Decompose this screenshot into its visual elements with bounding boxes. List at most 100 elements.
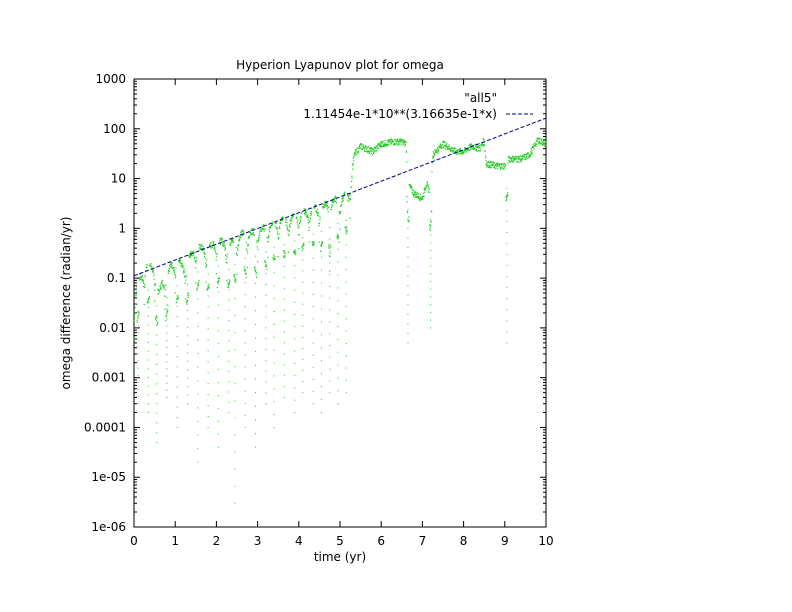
data-point [353, 153, 355, 155]
dip-point [217, 291, 219, 293]
data-point [400, 141, 402, 143]
data-point [280, 220, 282, 222]
data-point [184, 276, 186, 278]
data-point [451, 151, 454, 153]
data-point [198, 247, 201, 249]
data-point [521, 154, 524, 157]
data-point [295, 217, 298, 220]
data-point [232, 238, 234, 240]
dip-point [302, 358, 304, 360]
dip-point [207, 372, 209, 374]
data-point [485, 164, 487, 166]
dip-point [207, 426, 209, 428]
data-point [246, 266, 248, 269]
data-point [282, 250, 284, 252]
dip-point [283, 386, 285, 388]
dip-point [265, 327, 267, 329]
data-point [379, 146, 382, 148]
data-point [374, 150, 376, 152]
data-point [520, 158, 522, 160]
data-point [198, 279, 200, 282]
dip-point [329, 344, 331, 346]
data-point [486, 165, 489, 167]
data-point [299, 222, 301, 224]
data-point [469, 143, 471, 145]
data-point [472, 148, 474, 150]
dip-point [430, 288, 432, 290]
dip-point [337, 326, 339, 328]
data-point [444, 141, 446, 144]
dip-point [273, 426, 275, 428]
data-point [137, 314, 139, 316]
data-point [229, 245, 231, 247]
dip-point [228, 330, 230, 332]
data-point [194, 267, 197, 269]
dip-point [234, 263, 236, 265]
data-point [222, 245, 224, 247]
data-point [197, 287, 199, 289]
dip-point [137, 360, 139, 362]
data-point [220, 243, 222, 246]
dip-point [320, 243, 322, 245]
data-point [476, 150, 478, 152]
data-point [255, 273, 257, 275]
data-point [353, 156, 355, 158]
data-point [217, 281, 219, 284]
data-point [361, 144, 363, 146]
data-point [318, 215, 320, 217]
data-point [187, 296, 189, 299]
data-point [305, 211, 307, 213]
data-point [407, 211, 409, 213]
data-point [273, 258, 275, 260]
dip-point [166, 318, 168, 320]
data-point [455, 150, 457, 152]
data-point [379, 145, 381, 147]
data-point [380, 146, 383, 148]
data-point [484, 155, 487, 157]
data-point [179, 262, 181, 264]
data-point [345, 230, 347, 232]
data-point [233, 276, 236, 278]
data-point [417, 197, 419, 199]
y-tick-label: 0.01 [99, 321, 126, 335]
dip-point [302, 336, 304, 338]
data-point [209, 243, 211, 245]
data-point [517, 161, 519, 163]
dip-point [337, 313, 339, 315]
data-point [171, 262, 173, 264]
data-point [441, 144, 443, 147]
data-point [430, 211, 433, 213]
data-point [355, 149, 358, 151]
dip-point [329, 227, 331, 229]
dip-point [407, 237, 409, 239]
data-point [237, 249, 239, 252]
data-point [157, 289, 159, 291]
data-point [365, 145, 367, 147]
dip-point [187, 309, 189, 311]
dip-point [234, 400, 236, 402]
data-point [370, 147, 372, 149]
data-point [316, 211, 318, 213]
data-point [534, 145, 536, 147]
data-point [417, 196, 419, 198]
data-point [161, 282, 163, 284]
data-point [506, 195, 508, 197]
data-point [483, 138, 485, 140]
dip-point [217, 394, 219, 396]
data-point [481, 144, 483, 146]
data-point [159, 284, 161, 286]
data-point [297, 225, 299, 227]
dip-point [228, 381, 230, 383]
data-point [392, 141, 394, 143]
data-point [200, 248, 202, 250]
dip-point [345, 392, 347, 394]
data-point [296, 216, 298, 218]
data-point [194, 260, 196, 263]
dip-point [207, 415, 209, 417]
data-point [295, 252, 297, 254]
data-point [180, 259, 182, 262]
data-point [451, 147, 453, 149]
data-point [179, 260, 181, 263]
data-point [209, 243, 212, 245]
data-point [517, 156, 519, 158]
